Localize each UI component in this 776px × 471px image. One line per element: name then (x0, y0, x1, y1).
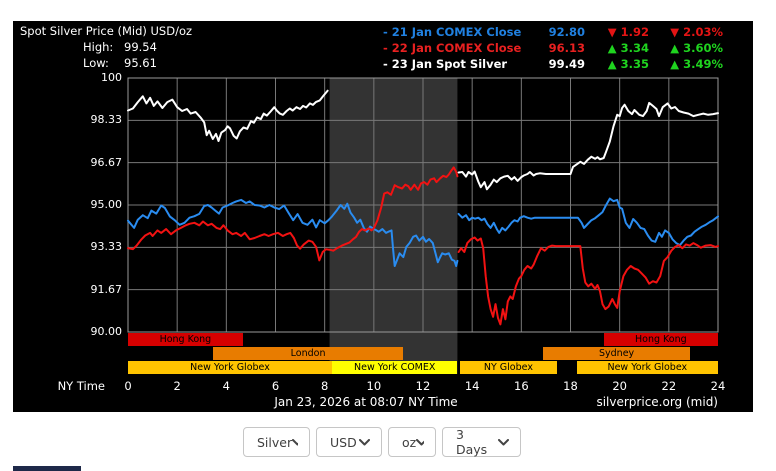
chart-source-caption: silverprice.org (mid) (596, 395, 718, 409)
y-axis-tick-label: 96.67 (90, 155, 123, 169)
metal-select-value: Silver (257, 434, 293, 450)
x-axis-tick-label: 2 (173, 379, 181, 393)
range-select-value: 3 Days (456, 427, 488, 457)
x-axis-tick-label: 4 (222, 379, 230, 393)
x-axis-tick-label: 10 (366, 379, 382, 393)
legend-value: 92.80 (548, 25, 585, 39)
legend-change-pct: ▲ 3.49% (670, 57, 723, 71)
price-line-23-jan-spot-silver (127, 89, 329, 142)
price-line-21-jan-comex-close (127, 198, 459, 267)
currency-select-value: USD (330, 434, 357, 450)
session-bar-new-york-globex: New York Globex (576, 361, 718, 374)
plot-frame (127, 77, 719, 333)
legend-change-pct: ▲ 3.60% (670, 41, 723, 55)
low-label: Low: (83, 56, 109, 70)
y-axis-tick-label: 95.00 (90, 198, 123, 211)
y-axis-tick-label: 100 (101, 71, 122, 84)
x-axis-tick-label: 20 (612, 379, 627, 393)
high-row: High: 99.54 (83, 40, 157, 54)
comex-session-band (329, 78, 458, 374)
currency-select[interactable]: USD (316, 427, 382, 457)
chart-datetime-caption: Jan 23, 2026 at 08:07 NY Time (274, 395, 458, 409)
y-axis-tick-label: 93.33 (90, 240, 123, 254)
chart-plot-area (127, 77, 719, 374)
legend-change: ▼ 1.92 (607, 25, 649, 39)
low-row: Low: 95.61 (83, 56, 157, 70)
price-line-23-jan-spot-silver (457, 101, 719, 191)
price-line-22-jan-comex-close (457, 236, 719, 326)
x-axis-tick-label: 22 (661, 379, 677, 393)
session-bar-sydney: Sydney (543, 347, 690, 360)
x-axis-tick-label: 16 (514, 379, 529, 393)
legend-value: 96.13 (548, 41, 585, 55)
x-axis-title: NY Time (57, 379, 105, 393)
range-select[interactable]: 3 Days (442, 427, 521, 457)
session-bar-ny-globex: NY Globex (459, 361, 557, 374)
chart-title: Spot Silver Price (Mid) USD/oz (20, 24, 193, 38)
legend-row: - 22 Jan COMEX Close 96.13 ▲ 3.34 ▲ 3.60% (383, 40, 723, 56)
legend-label: - 22 Jan COMEX Close (383, 41, 522, 55)
unit-select-value: oz (402, 434, 417, 450)
legend-change: ▲ 3.35 (607, 57, 649, 71)
price-line-21-jan-comex-close (457, 197, 719, 247)
y-axis-tick-label: 91.67 (90, 282, 123, 296)
x-axis-tick-label: 0 (124, 379, 132, 393)
high-value: 99.54 (124, 40, 157, 54)
high-label: High: (83, 40, 114, 54)
legend-label: - 23 Jan Spot Silver (383, 57, 508, 71)
chevron-down-icon (416, 438, 424, 445)
unit-select[interactable]: oz (388, 427, 436, 457)
session-bar-new-york-globex: New York Globex (128, 361, 333, 374)
legend-change-pct: ▼ 2.03% (670, 25, 723, 39)
chevron-down-icon (359, 438, 370, 445)
low-value: 95.61 (124, 56, 157, 70)
session-bar-new-york-comex: New York COMEX (332, 361, 458, 374)
chart-controls: Silver USD oz 3 Days (243, 427, 521, 457)
chevron-down-icon (498, 438, 509, 445)
x-axis-tick-label: 8 (320, 379, 329, 393)
y-axis-tick-label: 90.00 (90, 325, 123, 338)
x-axis-tick-label: 6 (271, 379, 280, 393)
chevron-down-icon (292, 438, 298, 445)
chart-legend: - 21 Jan COMEX Close 92.80 ▼ 1.92 ▼ 2.03% - … (383, 24, 723, 72)
legend-label: - 21 Jan COMEX Close (383, 25, 522, 39)
price-line-22-jan-comex-close (127, 166, 459, 262)
x-axis-tick-label: 12 (415, 379, 431, 393)
legend-change: ▲ 3.34 (607, 41, 649, 55)
legend-value: 99.49 (548, 57, 585, 71)
y-axis-tick-label: 98.33 (90, 113, 123, 127)
session-bar-hong-kong: Hong Kong (128, 333, 243, 346)
partial-bottom-element[interactable] (13, 466, 81, 471)
x-axis-tick-label: 18 (563, 379, 578, 393)
legend-row: - 23 Jan Spot Silver 99.49 ▲ 3.35 ▲ 3.49% (383, 56, 723, 72)
session-bar-hong-kong: Hong Kong (603, 333, 718, 346)
x-axis-tick-label: 24 (710, 379, 726, 393)
metal-select[interactable]: Silver (243, 427, 310, 457)
x-axis-tick-label: 14 (464, 379, 480, 393)
session-bar-london: London (212, 347, 404, 360)
silver-price-chart: Spot Silver Price (Mid) USD/oz High: 99.… (13, 21, 753, 412)
legend-row: - 21 Jan COMEX Close 92.80 ▼ 1.92 ▼ 2.03% (383, 24, 723, 40)
